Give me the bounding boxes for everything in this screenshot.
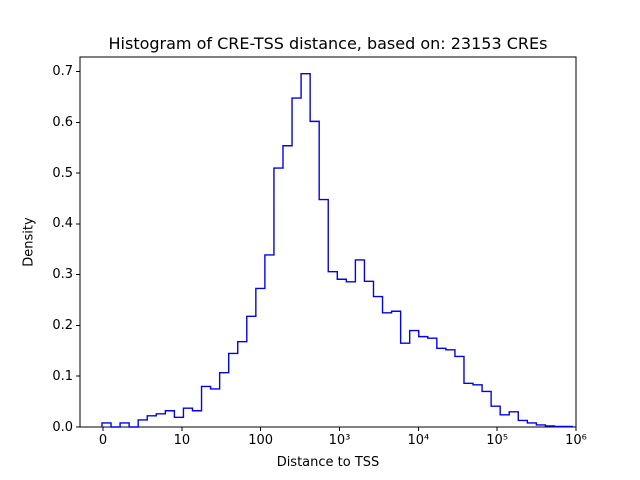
y-tick-label: 0.4 (52, 216, 73, 232)
x-tick-label: 10⁵ (486, 433, 509, 448)
histogram-step-line (101, 72, 574, 428)
axes-frame (79, 56, 577, 428)
y-tick-label: 0.0 (52, 419, 73, 435)
x-tick-label: 10⁴ (407, 433, 430, 448)
y-tick-label: 0.2 (52, 317, 73, 333)
x-axis-label: Distance to TSS (276, 455, 380, 470)
y-tick-label: 0.1 (52, 368, 73, 384)
x-tick-label: 100 (248, 433, 274, 448)
y-tick-label: 0.5 (52, 165, 73, 181)
x-tick-label: 10 (173, 433, 191, 448)
y-tick-label: 0.3 (52, 267, 73, 283)
y-tick-label: 0.7 (52, 64, 73, 80)
y-tick-label: 0.6 (52, 114, 73, 130)
x-tick-label: 10³ (328, 433, 351, 448)
x-tick-label: 0 (98, 433, 108, 448)
x-tick-label: 10⁶ (565, 433, 587, 448)
chart-title: Histogram of CRE-TSS distance, based on:… (108, 34, 548, 53)
